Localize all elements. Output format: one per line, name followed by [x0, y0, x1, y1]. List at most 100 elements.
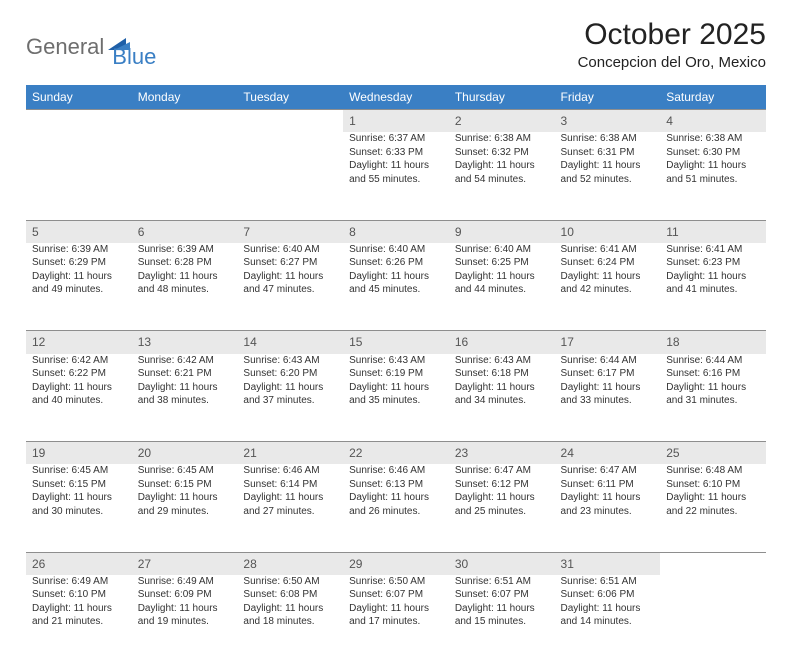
day-number-cell: 6	[132, 220, 238, 243]
day-detail-cell: Sunrise: 6:38 AMSunset: 6:30 PMDaylight:…	[660, 132, 766, 220]
day-detail-cell: Sunrise: 6:48 AMSunset: 6:10 PMDaylight:…	[660, 464, 766, 552]
daylight-line: Daylight: 11 hours and 22 minutes.	[666, 491, 760, 518]
day-detail-cell: Sunrise: 6:43 AMSunset: 6:19 PMDaylight:…	[343, 354, 449, 442]
day-number-row: 19202122232425	[26, 442, 766, 465]
sunset-line: Sunset: 6:15 PM	[138, 478, 232, 492]
day-number-cell: 26	[26, 552, 132, 575]
daylight-line: Daylight: 11 hours and 37 minutes.	[243, 381, 337, 408]
sunset-line: Sunset: 6:20 PM	[243, 367, 337, 381]
sunset-line: Sunset: 6:19 PM	[349, 367, 443, 381]
sunrise-line: Sunrise: 6:46 AM	[349, 464, 443, 478]
day-detail-row: Sunrise: 6:45 AMSunset: 6:15 PMDaylight:…	[26, 464, 766, 552]
day-number-cell: 17	[555, 331, 661, 354]
sunset-line: Sunset: 6:28 PM	[138, 256, 232, 270]
sunrise-line: Sunrise: 6:46 AM	[243, 464, 337, 478]
day-detail-cell	[660, 575, 766, 663]
sunrise-line: Sunrise: 6:47 AM	[561, 464, 655, 478]
sunrise-line: Sunrise: 6:43 AM	[243, 354, 337, 368]
daylight-line: Daylight: 11 hours and 45 minutes.	[349, 270, 443, 297]
sunset-line: Sunset: 6:29 PM	[32, 256, 126, 270]
daylight-line: Daylight: 11 hours and 15 minutes.	[455, 602, 549, 629]
day-detail-cell: Sunrise: 6:46 AMSunset: 6:13 PMDaylight:…	[343, 464, 449, 552]
day-number-cell: 8	[343, 220, 449, 243]
day-number-cell: 18	[660, 331, 766, 354]
month-title: October 2025	[578, 18, 766, 52]
day-header: Monday	[132, 85, 238, 110]
day-number-cell: 19	[26, 442, 132, 465]
day-detail-cell	[26, 132, 132, 220]
day-detail-cell	[237, 132, 343, 220]
sunrise-line: Sunrise: 6:40 AM	[349, 243, 443, 257]
day-number-cell: 28	[237, 552, 343, 575]
day-number-cell: 21	[237, 442, 343, 465]
sunrise-line: Sunrise: 6:48 AM	[666, 464, 760, 478]
day-number-cell: 7	[237, 220, 343, 243]
daylight-line: Daylight: 11 hours and 33 minutes.	[561, 381, 655, 408]
daylight-line: Daylight: 11 hours and 42 minutes.	[561, 270, 655, 297]
day-number-cell	[237, 110, 343, 133]
day-detail-cell: Sunrise: 6:44 AMSunset: 6:16 PMDaylight:…	[660, 354, 766, 442]
day-detail-cell: Sunrise: 6:46 AMSunset: 6:14 PMDaylight:…	[237, 464, 343, 552]
sunrise-line: Sunrise: 6:47 AM	[455, 464, 549, 478]
day-number-cell: 31	[555, 552, 661, 575]
sunrise-line: Sunrise: 6:41 AM	[561, 243, 655, 257]
day-header: Saturday	[660, 85, 766, 110]
daylight-line: Daylight: 11 hours and 51 minutes.	[666, 159, 760, 186]
daylight-line: Daylight: 11 hours and 34 minutes.	[455, 381, 549, 408]
sunrise-line: Sunrise: 6:49 AM	[32, 575, 126, 589]
day-detail-cell: Sunrise: 6:49 AMSunset: 6:09 PMDaylight:…	[132, 575, 238, 663]
day-detail-cell: Sunrise: 6:44 AMSunset: 6:17 PMDaylight:…	[555, 354, 661, 442]
sunrise-line: Sunrise: 6:51 AM	[455, 575, 549, 589]
daylight-line: Daylight: 11 hours and 55 minutes.	[349, 159, 443, 186]
day-detail-cell: Sunrise: 6:50 AMSunset: 6:07 PMDaylight:…	[343, 575, 449, 663]
logo-word-general: General	[26, 34, 104, 60]
sunset-line: Sunset: 6:09 PM	[138, 588, 232, 602]
day-detail-cell: Sunrise: 6:51 AMSunset: 6:06 PMDaylight:…	[555, 575, 661, 663]
day-number-row: 12131415161718	[26, 331, 766, 354]
day-detail-cell: Sunrise: 6:40 AMSunset: 6:25 PMDaylight:…	[449, 243, 555, 331]
day-detail-cell: Sunrise: 6:38 AMSunset: 6:32 PMDaylight:…	[449, 132, 555, 220]
daylight-line: Daylight: 11 hours and 29 minutes.	[138, 491, 232, 518]
daylight-line: Daylight: 11 hours and 21 minutes.	[32, 602, 126, 629]
sunrise-line: Sunrise: 6:40 AM	[243, 243, 337, 257]
day-number-cell: 22	[343, 442, 449, 465]
day-detail-cell: Sunrise: 6:39 AMSunset: 6:28 PMDaylight:…	[132, 243, 238, 331]
sunset-line: Sunset: 6:31 PM	[561, 146, 655, 160]
day-number-cell: 25	[660, 442, 766, 465]
sunrise-line: Sunrise: 6:44 AM	[561, 354, 655, 368]
daylight-line: Daylight: 11 hours and 44 minutes.	[455, 270, 549, 297]
sunset-line: Sunset: 6:18 PM	[455, 367, 549, 381]
day-detail-cell: Sunrise: 6:38 AMSunset: 6:31 PMDaylight:…	[555, 132, 661, 220]
sunrise-line: Sunrise: 6:50 AM	[243, 575, 337, 589]
day-detail-cell: Sunrise: 6:45 AMSunset: 6:15 PMDaylight:…	[26, 464, 132, 552]
sunset-line: Sunset: 6:17 PM	[561, 367, 655, 381]
location-label: Concepcion del Oro, Mexico	[578, 54, 766, 71]
day-number-cell: 20	[132, 442, 238, 465]
day-number-row: 567891011	[26, 220, 766, 243]
sunset-line: Sunset: 6:12 PM	[455, 478, 549, 492]
day-detail-cell: Sunrise: 6:51 AMSunset: 6:07 PMDaylight:…	[449, 575, 555, 663]
sunset-line: Sunset: 6:25 PM	[455, 256, 549, 270]
sunrise-line: Sunrise: 6:43 AM	[455, 354, 549, 368]
sunrise-line: Sunrise: 6:44 AM	[666, 354, 760, 368]
day-header-row: SundayMondayTuesdayWednesdayThursdayFrid…	[26, 85, 766, 110]
day-header: Wednesday	[343, 85, 449, 110]
sunrise-line: Sunrise: 6:49 AM	[138, 575, 232, 589]
sunset-line: Sunset: 6:21 PM	[138, 367, 232, 381]
daylight-line: Daylight: 11 hours and 25 minutes.	[455, 491, 549, 518]
sunrise-line: Sunrise: 6:45 AM	[138, 464, 232, 478]
day-number-cell: 1	[343, 110, 449, 133]
daylight-line: Daylight: 11 hours and 41 minutes.	[666, 270, 760, 297]
sunrise-line: Sunrise: 6:39 AM	[32, 243, 126, 257]
sunrise-line: Sunrise: 6:43 AM	[349, 354, 443, 368]
day-number-cell: 14	[237, 331, 343, 354]
sunset-line: Sunset: 6:13 PM	[349, 478, 443, 492]
sunrise-line: Sunrise: 6:50 AM	[349, 575, 443, 589]
day-header: Thursday	[449, 85, 555, 110]
day-detail-row: Sunrise: 6:42 AMSunset: 6:22 PMDaylight:…	[26, 354, 766, 442]
sunset-line: Sunset: 6:15 PM	[32, 478, 126, 492]
daylight-line: Daylight: 11 hours and 48 minutes.	[138, 270, 232, 297]
daylight-line: Daylight: 11 hours and 40 minutes.	[32, 381, 126, 408]
header: General Blue October 2025 Concepcion del…	[26, 18, 766, 71]
sunrise-line: Sunrise: 6:38 AM	[455, 132, 549, 146]
